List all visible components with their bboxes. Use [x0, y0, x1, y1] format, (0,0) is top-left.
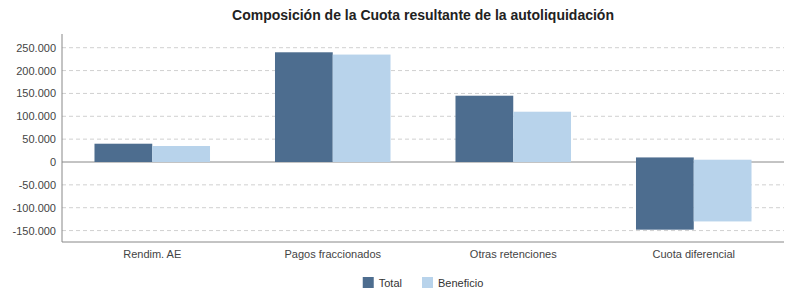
x-axis: Rendim. AE Pagos fraccionados Otras retenc…	[123, 248, 735, 260]
bar	[94, 144, 152, 162]
y-tick-label: 250.000	[16, 42, 56, 54]
y-tick-label: 200.000	[16, 65, 56, 77]
y-tick-label: -150.000	[13, 225, 56, 237]
title: Composición de la Cuota resultante de la…	[232, 7, 614, 23]
grid-line	[62, 116, 784, 117]
legend: Total Beneficio	[363, 277, 484, 289]
y-tick-label: -50.000	[19, 179, 56, 191]
grid	[62, 48, 784, 231]
bar	[694, 160, 752, 222]
bar	[333, 55, 391, 162]
bars	[94, 52, 751, 229]
y-tick-label: 0	[50, 156, 56, 168]
x-tick-label: Pagos fraccionados	[284, 248, 381, 260]
y-tick-label: 100.000	[16, 110, 56, 122]
grid-line	[62, 70, 784, 71]
legend-swatch	[363, 277, 374, 288]
bar	[636, 157, 694, 229]
y-tick-label: 50.000	[22, 133, 56, 145]
x-tick-label: Otras retenciones	[470, 248, 557, 260]
bar	[275, 52, 333, 162]
legend-label: Beneficio	[438, 277, 483, 289]
legend-swatch	[422, 277, 433, 288]
y-axis-line	[62, 34, 63, 242]
grid-line	[62, 230, 784, 231]
bar	[513, 112, 571, 162]
chart: Composición de la Cuota resultante de la…	[0, 0, 800, 300]
x-axis-line	[62, 242, 784, 243]
bar	[152, 146, 210, 162]
x-tick-label: Cuota diferencial	[652, 248, 735, 260]
legend-item: Total	[363, 277, 402, 289]
y-tick-label: 150.000	[16, 87, 56, 99]
grid-line	[62, 47, 784, 48]
grid-line	[62, 93, 784, 94]
y-tick-label: -100.000	[13, 202, 56, 214]
y-axis: -150.000 -100.000 -50.000 0 50.000 100.000 150…	[13, 42, 56, 237]
legend-item: Beneficio	[422, 277, 483, 289]
grid-line	[62, 139, 784, 140]
x-tick-label: Rendim. AE	[123, 248, 181, 260]
bar	[455, 96, 513, 162]
legend-label: Total	[379, 277, 402, 289]
